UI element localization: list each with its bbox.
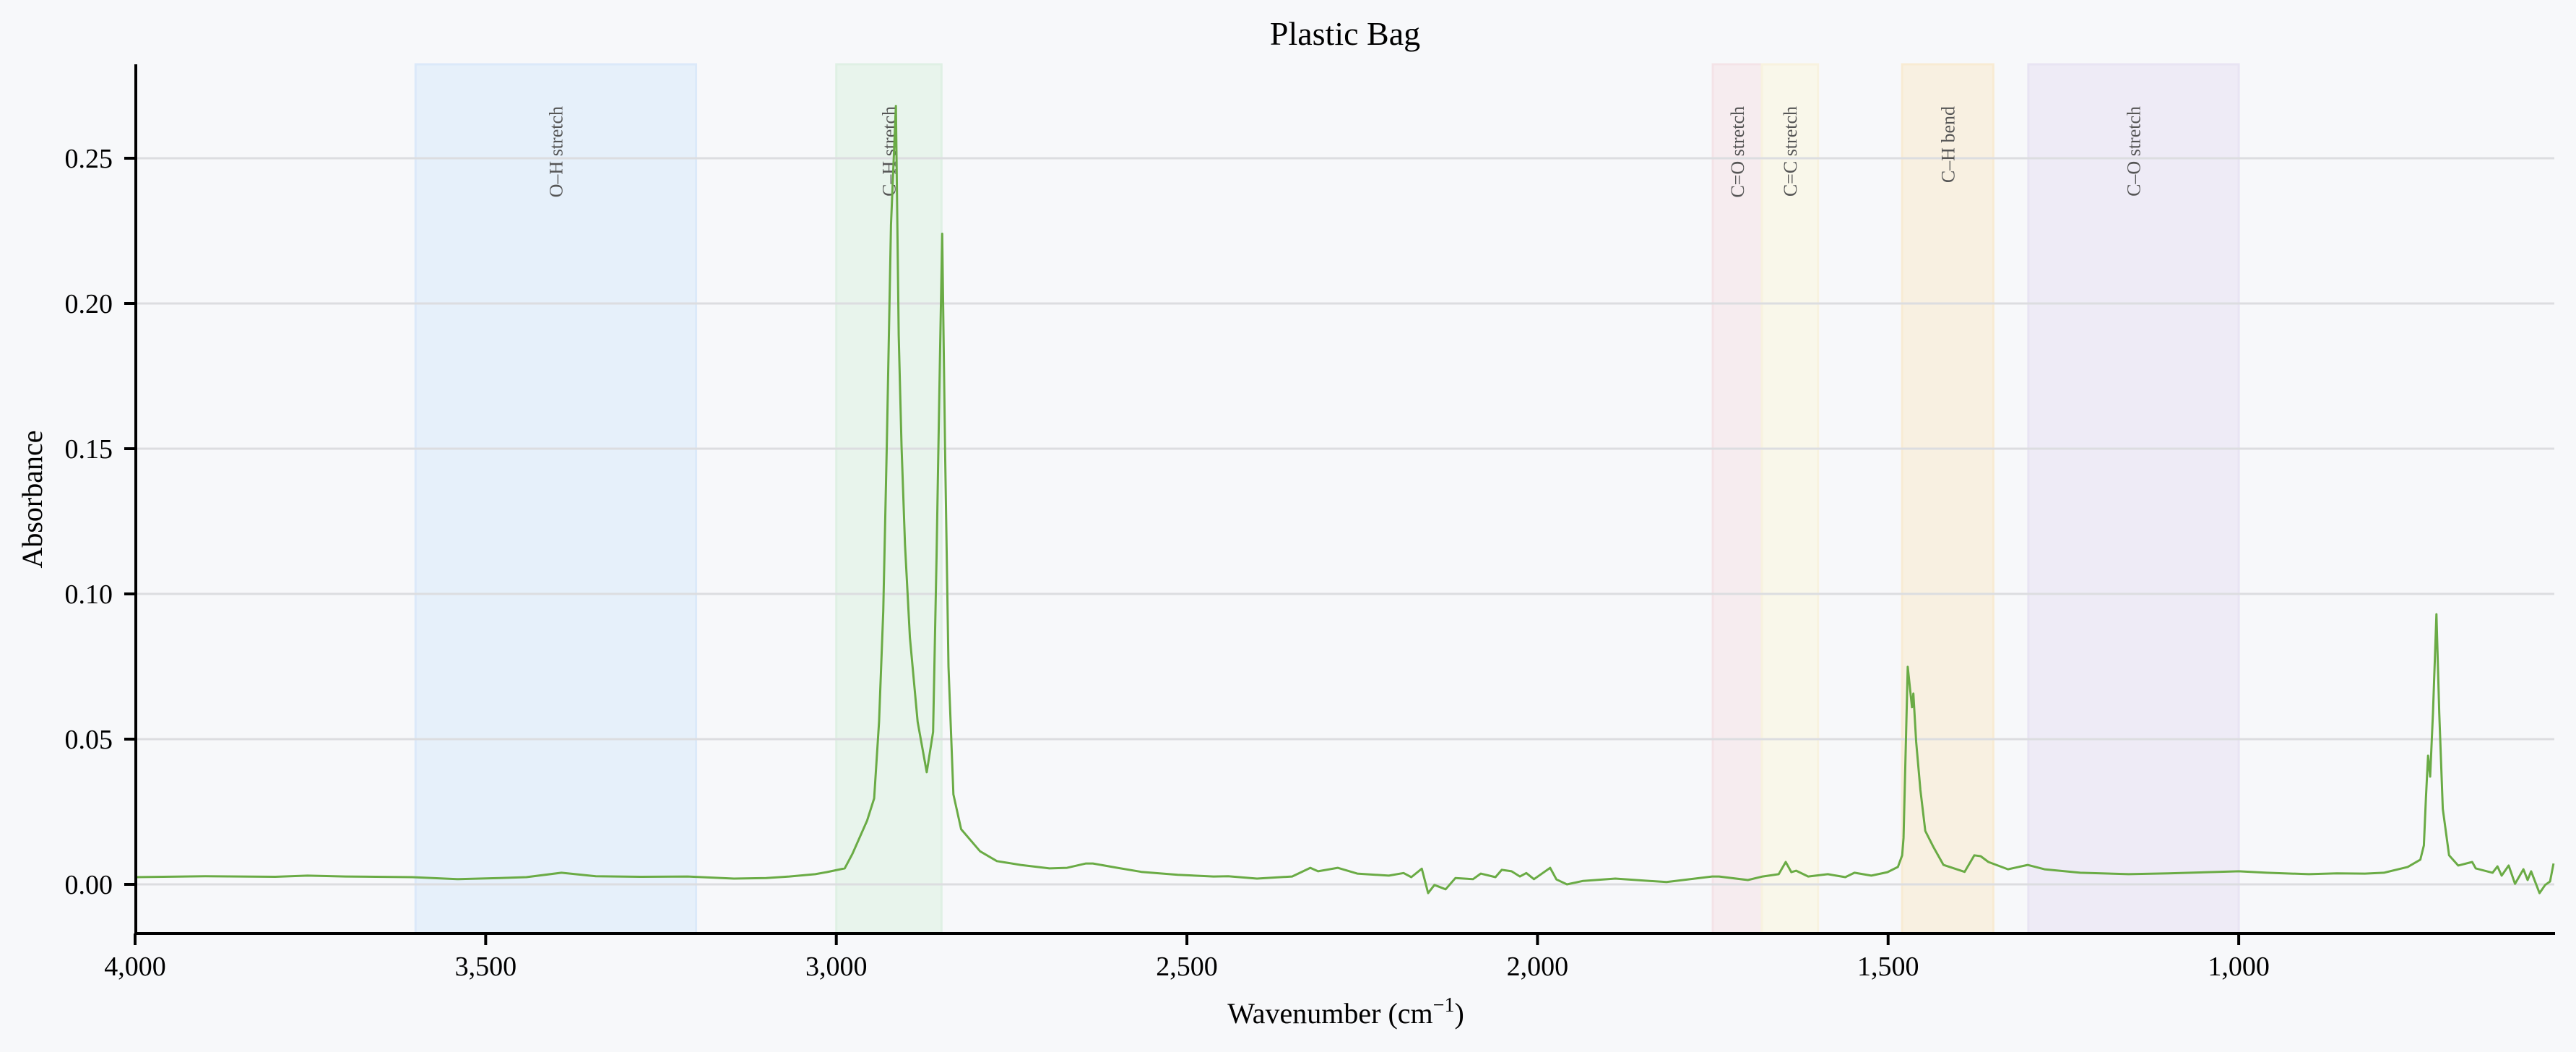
x-tick-label: 3,000 [805, 952, 868, 982]
axes [134, 64, 2555, 935]
y-tick-label: 0.00 [65, 870, 113, 900]
x-tick-label: 4,000 [104, 952, 166, 982]
y-axis-ticks: 0.00 0.05 0.10 0.15 0.20 0.25 [65, 144, 136, 900]
band-3 [1760, 63, 1820, 935]
x-tick-label: 1,000 [2208, 952, 2270, 982]
band-label: C–O stretch [2123, 106, 2144, 197]
x-tick-label: 1,500 [1857, 952, 1919, 982]
y-tick-label: 0.25 [65, 144, 113, 174]
x-axis-label: Wavenumber (cm−1) [1227, 994, 1464, 1030]
y-tick-label: 0.10 [65, 579, 113, 610]
x-axis-ticks: 4,000 3,500 3,000 2,500 2,000 1,500 1,000 [104, 934, 2270, 982]
y-tick-label: 0.20 [65, 289, 113, 319]
band-4 [1901, 63, 1994, 935]
band-0 [414, 63, 698, 935]
band-label: C=C stretch [1780, 106, 1801, 197]
x-tick-label: 2,000 [1507, 952, 1569, 982]
chart-title: Plastic Bag [1270, 15, 1420, 52]
x-tick-label: 2,500 [1156, 952, 1218, 982]
y-axis-label: Absorbance [16, 430, 48, 568]
x-axis-label-main: Wavenumber (cm [1227, 997, 1432, 1030]
y-tick-label: 0.15 [65, 434, 113, 465]
functional-group-bands [414, 63, 2240, 935]
y-tick-label: 0.05 [65, 725, 113, 755]
band-label: O–H stretch [545, 106, 566, 197]
band-5 [2027, 63, 2240, 935]
band-1 [835, 63, 943, 935]
spectrum-line [134, 105, 2555, 894]
band-label: C=O stretch [1727, 106, 1748, 198]
x-axis-label-close: ) [1454, 997, 1464, 1030]
band-label: C–H bend [1937, 106, 1958, 183]
x-tick-label: 3,500 [455, 952, 517, 982]
x-axis-label-superscript: −1 [1433, 994, 1455, 1017]
gridlines [137, 157, 2554, 886]
